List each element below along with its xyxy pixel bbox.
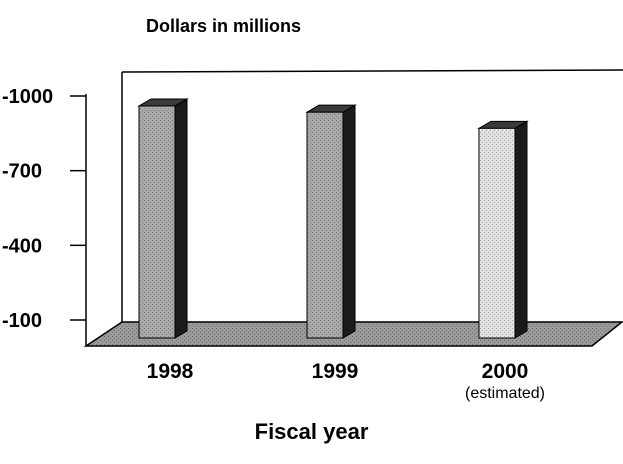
y-tick-label: -400 [2,235,42,257]
bar-side [342,104,356,339]
bar-1998 [137,98,189,339]
x-tick-label: 1998 [147,360,194,383]
y-tick-label: -1000 [2,86,53,108]
bar-side [174,98,188,339]
chart-title: Dollars in millions [146,16,302,36]
x-axis-label: Fiscal year [254,419,369,444]
y-tick-label: -100 [2,310,42,332]
x-tick-label: 2000 [482,360,529,383]
x-axis: 1998 1999 2000 (estimated) [147,360,545,402]
x-tick-label: 1999 [312,360,359,383]
bar-2000 [477,120,529,339]
y-axis: -1000 -700 -400 -100 [2,86,86,332]
y-tick-label: -700 [2,161,42,183]
bars [137,98,529,339]
back-wall-top-edge [121,69,623,73]
x-tick-note: (estimated) [465,385,545,402]
bar-1999 [305,104,357,339]
bar-side [514,120,528,339]
